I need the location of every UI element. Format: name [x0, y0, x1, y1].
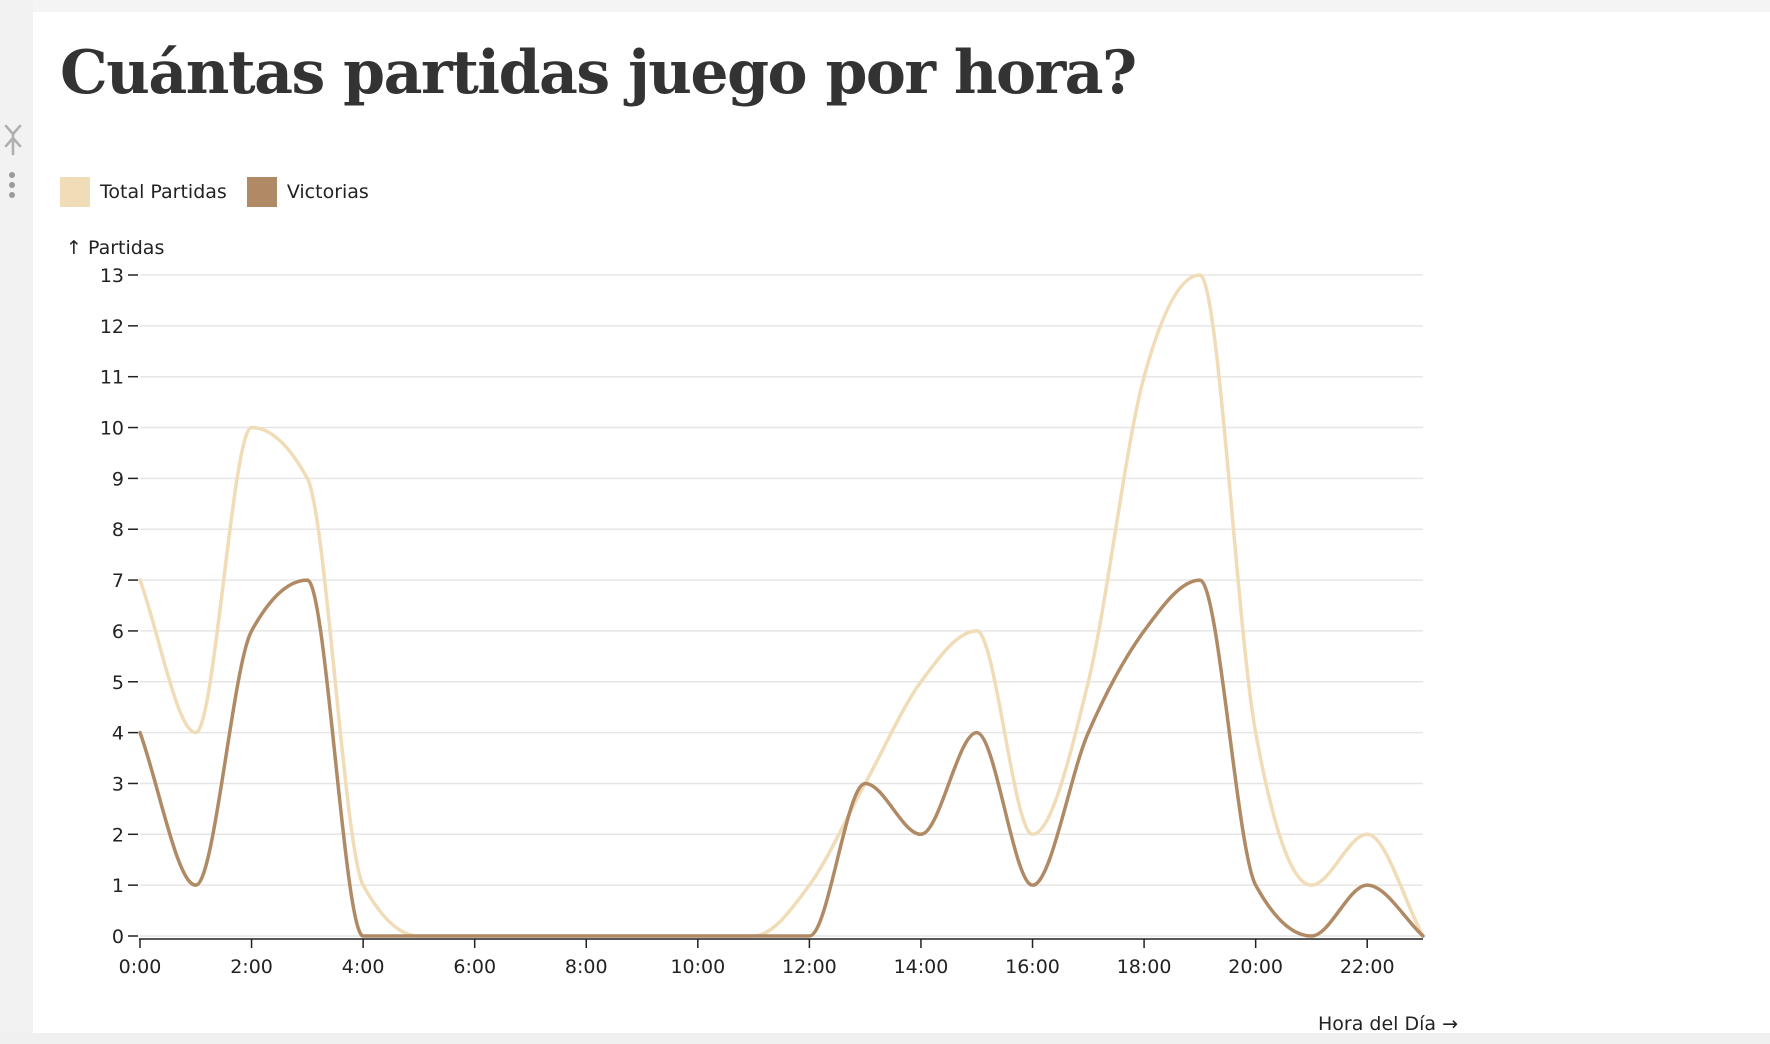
x-tick-label: 10:00: [670, 956, 725, 978]
x-tick-label: 2:00: [230, 956, 273, 978]
y-axis-label: ↑ Partidas: [66, 237, 164, 259]
series-layer: [138, 273, 1425, 938]
x-tick-label: 22:00: [1340, 956, 1395, 978]
pin-icon[interactable]: [3, 124, 23, 156]
y-tick-label: 2: [112, 824, 124, 846]
bottom-strip: [0, 1033, 1770, 1044]
page-title: Cuántas partidas juego por hora?: [60, 38, 1137, 108]
x-tick-label: 6:00: [453, 956, 496, 978]
x-tick-label: 8:00: [565, 956, 608, 978]
y-tick-label: 9: [112, 468, 124, 490]
left-gutter: [0, 0, 33, 1044]
legend-item-total: Total Partidas: [60, 177, 227, 207]
kebab-menu-icon[interactable]: [7, 172, 17, 202]
legend-label-total: Total Partidas: [100, 181, 227, 203]
x-tick-label: 0:00: [119, 956, 162, 978]
legend-swatch-total: [60, 177, 90, 207]
x-tick-label: 12:00: [782, 956, 837, 978]
y-tick-label: 1: [112, 875, 124, 897]
legend-item-victorias: Victorias: [246, 177, 369, 207]
legend-label-victorias: Victorias: [286, 181, 369, 203]
x-tick-label: 4:00: [342, 956, 385, 978]
grid-layer: [140, 274, 1423, 937]
y-tick-label: 6: [112, 621, 124, 643]
x-axis-label: Hora del Día →: [1318, 1013, 1458, 1035]
y-tick-label: 7: [112, 570, 124, 592]
x-tick-label: 20:00: [1228, 956, 1283, 978]
chart-legend: Total Partidas Victorias: [60, 176, 389, 208]
y-tick-label: 10: [100, 418, 124, 440]
y-tick-label: 3: [112, 773, 124, 795]
top-strip: [33, 0, 1770, 12]
y-tick-label: 12: [100, 316, 124, 338]
x-tick-label: 16:00: [1005, 956, 1060, 978]
y-tick-label: 8: [112, 519, 124, 541]
x-tick-label: 14:00: [894, 956, 949, 978]
y-tick-label: 4: [112, 723, 124, 745]
y-tick-label: 0: [112, 926, 124, 948]
legend-swatch-victorias: [246, 177, 277, 207]
y-tick-label: 5: [112, 672, 124, 694]
y-tick-label: 11: [100, 367, 124, 389]
x-tick-label: 18:00: [1117, 956, 1172, 978]
y-tick-label: 13: [100, 265, 124, 287]
series-line-victorias: [138, 578, 1425, 938]
series-line-total-partidas: [138, 273, 1425, 938]
